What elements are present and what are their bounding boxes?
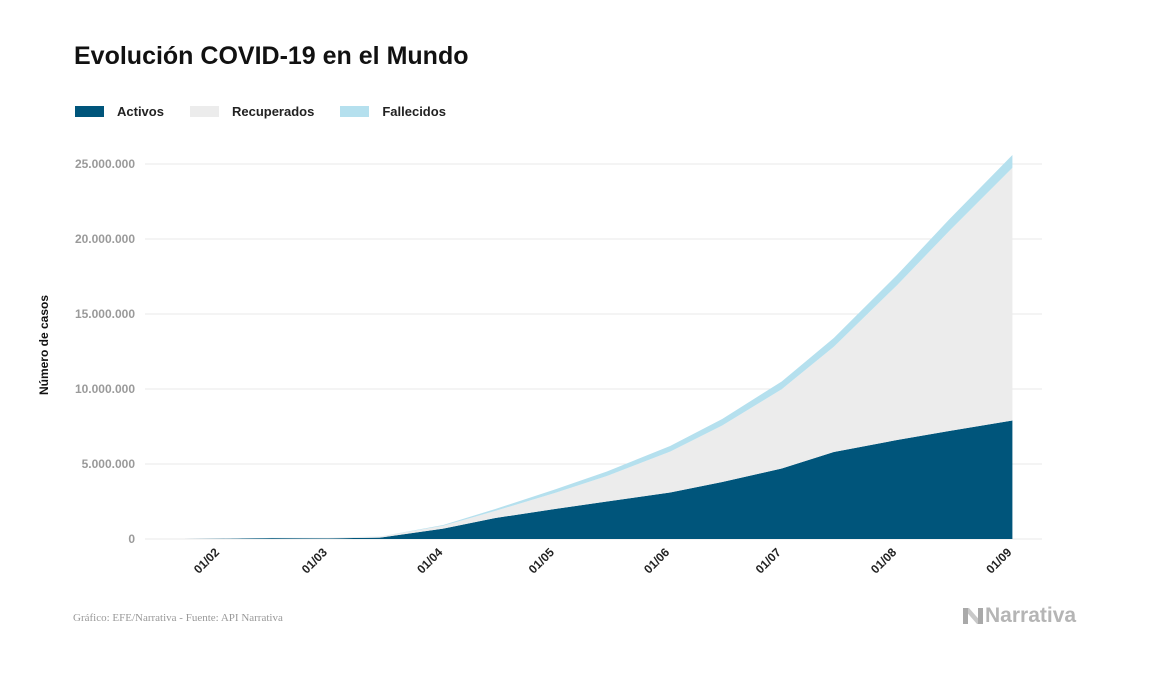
legend-label: Fallecidos xyxy=(382,104,446,119)
legend-swatch xyxy=(340,106,370,117)
y-tick-label: 10.000.000 xyxy=(75,382,135,396)
legend-swatch xyxy=(75,106,104,117)
x-tick-label: 01/06 xyxy=(641,545,672,576)
narrativa-logo-icon xyxy=(963,608,983,624)
legend: Activos Recuperados Fallecidos xyxy=(75,104,472,119)
x-tick-label: 01/04 xyxy=(414,545,445,576)
x-tick-label: 01/09 xyxy=(983,545,1014,576)
x-tick-label: 01/07 xyxy=(753,545,784,576)
chart-title: Evolución COVID-19 en el Mundo xyxy=(74,42,469,70)
x-tick-label: 01/03 xyxy=(299,545,330,576)
x-tick-label: 01/05 xyxy=(526,545,557,576)
y-tick-label: 25.000.000 xyxy=(75,157,135,171)
y-tick-label: 0 xyxy=(128,532,135,546)
x-tick-label: 01/08 xyxy=(868,545,899,576)
area-activos xyxy=(182,420,1013,539)
y-tick-label: 20.000.000 xyxy=(75,232,135,246)
x-tick-label: 01/02 xyxy=(191,545,222,576)
legend-label: Recuperados xyxy=(231,104,315,119)
legend-item-fallecidos: Fallecidos xyxy=(340,104,446,119)
source-footer: Gráfico: EFE/Narrativa - Fuente: API Nar… xyxy=(73,612,283,624)
y-tick-label: 15.000.000 xyxy=(75,307,135,321)
y-tick-label: 5.000.000 xyxy=(82,457,136,471)
legend-item-activos: Activos xyxy=(75,104,164,119)
legend-item-recuperados: Recuperados xyxy=(189,104,315,119)
logo-text: Narrativa xyxy=(985,604,1077,627)
area-recuperados xyxy=(182,167,1013,540)
legend-label: Activos xyxy=(117,104,164,119)
legend-swatch xyxy=(189,106,219,117)
narrativa-logo: Narrativa xyxy=(963,604,1076,628)
